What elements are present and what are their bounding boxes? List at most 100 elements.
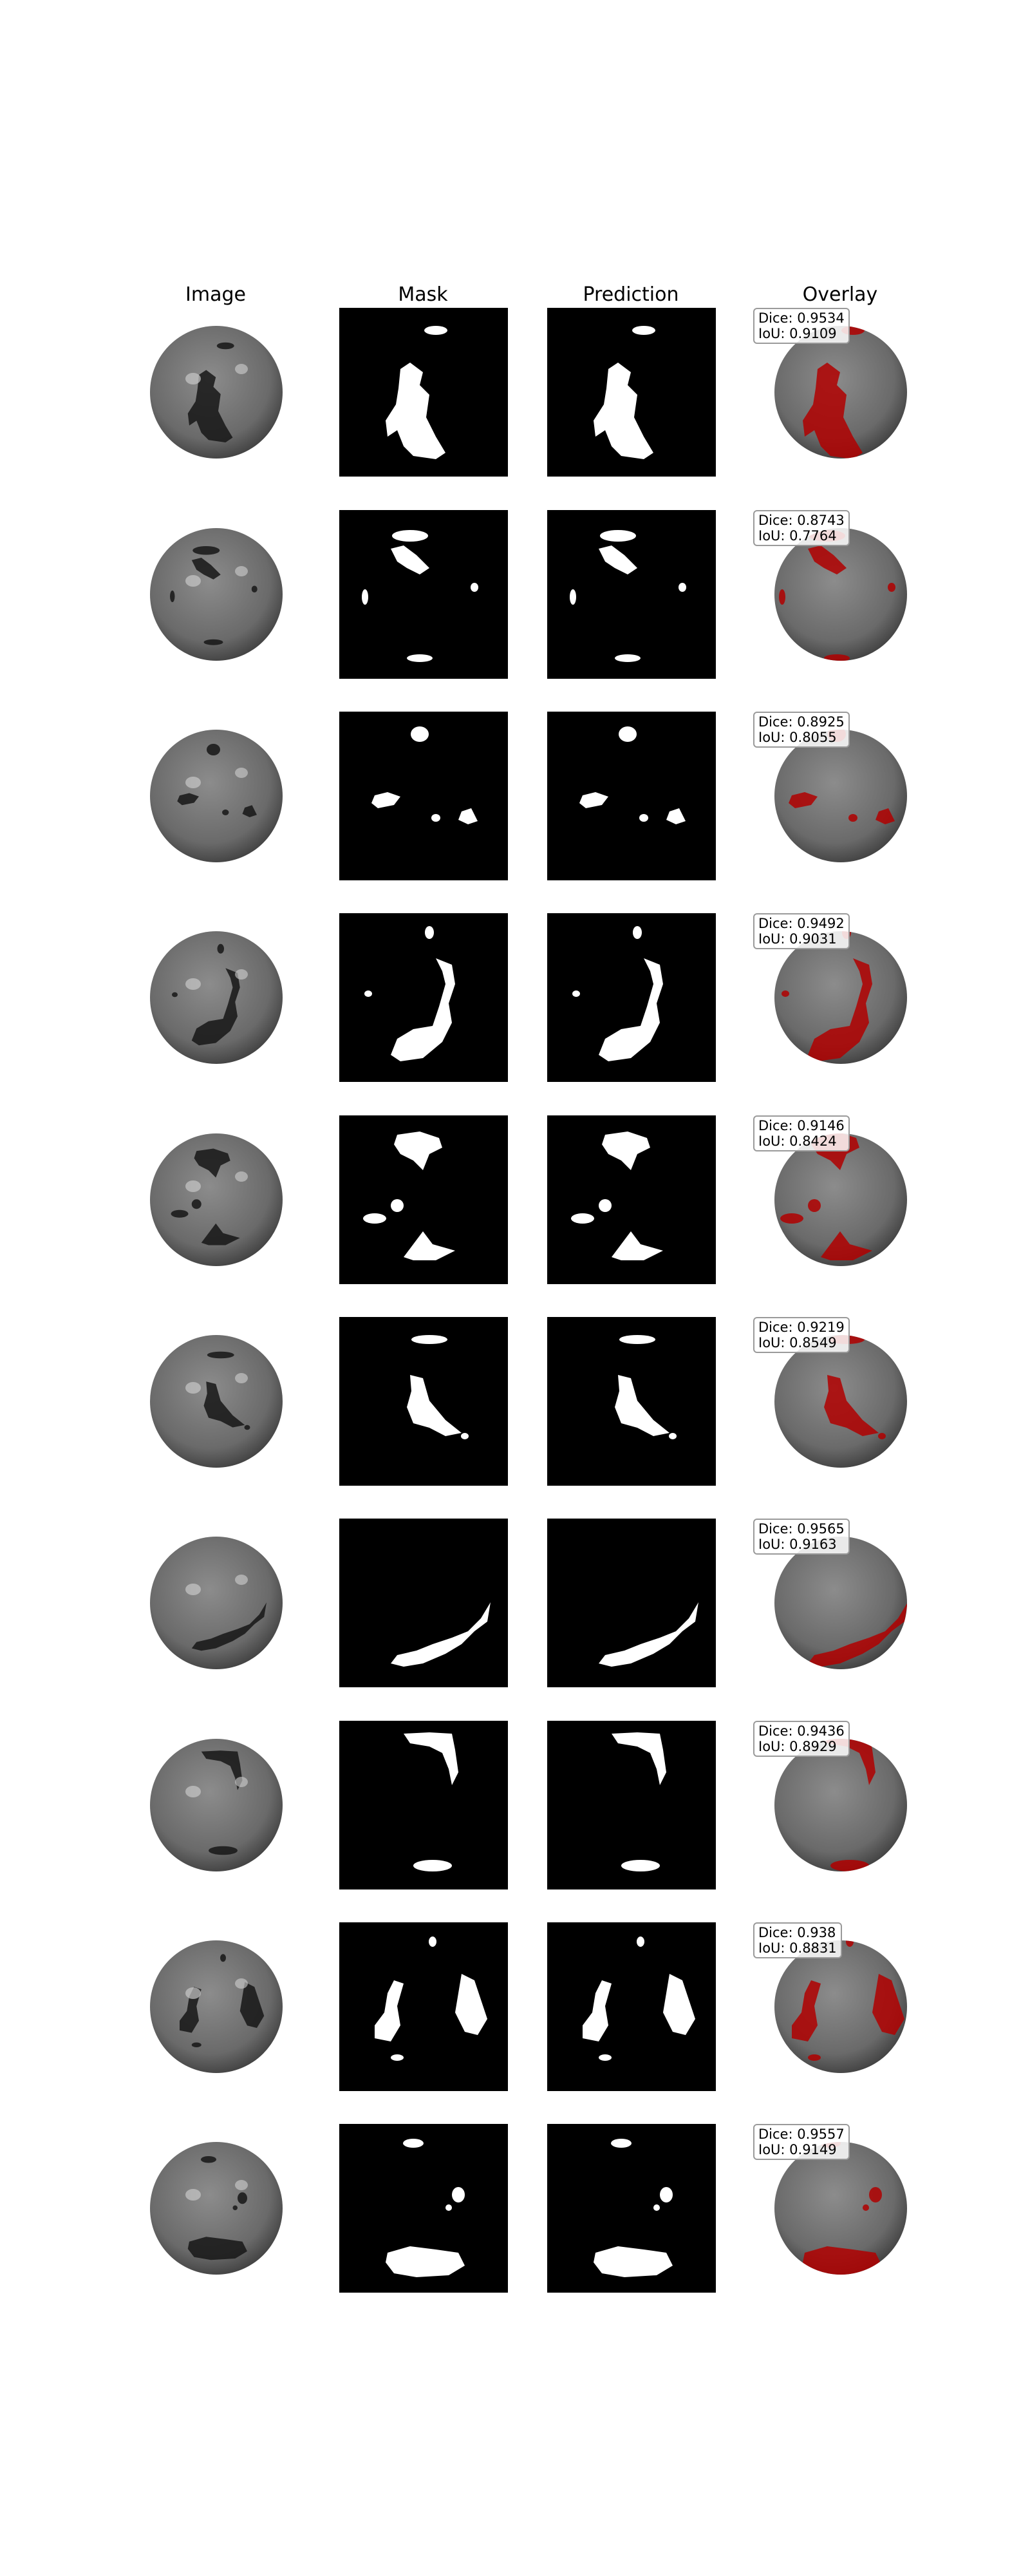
iou-score: IoU: 0.8424 — [758, 1133, 837, 1149]
predicted-mask — [547, 1721, 716, 1889]
metrics-box: Dice: 0.938 IoU: 0.8831 — [753, 1922, 842, 1958]
ground-truth-mask — [339, 1519, 508, 1687]
iou-score: IoU: 0.8055 — [758, 730, 837, 745]
dice-score: Dice: 0.9436 — [758, 1723, 845, 1739]
solar-disk-image — [150, 528, 283, 661]
iou-score: IoU: 0.7764 — [758, 528, 837, 544]
input-image-panel — [132, 308, 301, 477]
ground-truth-mask — [339, 1721, 508, 1889]
dice-score: Dice: 0.9146 — [758, 1118, 845, 1133]
solar-disk-image — [150, 2142, 283, 2275]
dice-score: Dice: 0.9219 — [758, 1320, 845, 1335]
overlay-panel — [756, 1721, 925, 1889]
iou-score: IoU: 0.8929 — [758, 1739, 837, 1754]
mask-panel — [339, 712, 508, 880]
sample-row: Dice: 0.9534 IoU: 0.9109 — [0, 308, 1030, 477]
column-header-mask: Mask — [398, 283, 448, 306]
dice-score: Dice: 0.9534 — [758, 310, 845, 326]
sample-row: Dice: 0.9146 IoU: 0.8424 — [0, 1115, 1030, 1284]
column-header-prediction: Prediction — [583, 283, 679, 306]
mask-panel — [339, 1519, 508, 1687]
prediction-panel — [547, 1519, 716, 1687]
solar-disk-image — [150, 1133, 283, 1266]
solar-disk-image — [150, 1335, 283, 1468]
predicted-mask — [547, 308, 716, 477]
dice-score: Dice: 0.9492 — [758, 916, 845, 931]
mask-panel — [339, 510, 508, 679]
dice-score: Dice: 0.938 — [758, 1925, 836, 1940]
overlay-image — [774, 1537, 907, 1669]
ground-truth-mask — [339, 2124, 508, 2293]
sample-row: Dice: 0.9436 IoU: 0.8929 — [0, 1721, 1030, 1889]
overlay-image — [774, 1739, 907, 1871]
sample-row: Dice: 0.8743 IoU: 0.7764 — [0, 510, 1030, 679]
metrics-box: Dice: 0.9534 IoU: 0.9109 — [753, 308, 850, 344]
predicted-mask — [547, 1519, 716, 1687]
column-header-overlay: Overlay — [802, 283, 878, 306]
prediction-panel — [547, 308, 716, 477]
solar-disk-image — [150, 326, 283, 459]
mask-panel — [339, 308, 508, 477]
metrics-box: Dice: 0.9219 IoU: 0.8549 — [753, 1317, 850, 1353]
metrics-box: Dice: 0.8925 IoU: 0.8055 — [753, 712, 850, 748]
input-image-panel — [132, 1317, 301, 1486]
predicted-mask — [547, 510, 716, 679]
input-image-panel — [132, 913, 301, 1082]
overlay-image — [774, 528, 907, 661]
solar-disk-image — [150, 931, 283, 1064]
input-image-panel — [132, 1922, 301, 2091]
dice-score: Dice: 0.8743 — [758, 513, 845, 528]
solar-disk-image — [150, 1537, 283, 1669]
sample-row: Dice: 0.8925 IoU: 0.8055 — [0, 712, 1030, 880]
overlay-panel — [756, 1519, 925, 1687]
sample-row: Dice: 0.9492 IoU: 0.9031 — [0, 913, 1030, 1082]
prediction-panel — [547, 712, 716, 880]
overlay-image — [774, 2142, 907, 2275]
column-header-image: Image — [185, 283, 246, 306]
overlay-panel — [756, 2124, 925, 2293]
mask-panel — [339, 1721, 508, 1889]
prediction-panel — [547, 1922, 716, 2091]
predicted-mask — [547, 2124, 716, 2293]
sample-row: Dice: 0.9565 IoU: 0.9163 — [0, 1519, 1030, 1687]
metrics-box: Dice: 0.9565 IoU: 0.9163 — [753, 1519, 850, 1555]
predicted-mask — [547, 1922, 716, 2091]
sample-row: Dice: 0.9557 IoU: 0.9149 — [0, 2124, 1030, 2293]
input-image-panel — [132, 510, 301, 679]
overlay-panel — [756, 510, 925, 679]
mask-panel — [339, 913, 508, 1082]
metrics-box: Dice: 0.9492 IoU: 0.9031 — [753, 913, 850, 949]
overlay-image — [774, 1940, 907, 2073]
ground-truth-mask — [339, 510, 508, 679]
iou-score: IoU: 0.9149 — [758, 2142, 837, 2157]
mask-panel — [339, 1115, 508, 1284]
ground-truth-mask — [339, 1317, 508, 1486]
iou-score: IoU: 0.9031 — [758, 931, 837, 947]
prediction-panel — [547, 1115, 716, 1284]
iou-score: IoU: 0.9109 — [758, 326, 837, 341]
ground-truth-mask — [339, 1115, 508, 1284]
ground-truth-mask — [339, 913, 508, 1082]
metrics-box: Dice: 0.9557 IoU: 0.9149 — [753, 2124, 850, 2160]
solar-disk-image — [150, 1739, 283, 1871]
input-image-panel — [132, 1519, 301, 1687]
metrics-box: Dice: 0.9436 IoU: 0.8929 — [753, 1721, 850, 1757]
sample-row: Dice: 0.9219 IoU: 0.8549 — [0, 1317, 1030, 1486]
metrics-box: Dice: 0.9146 IoU: 0.8424 — [753, 1115, 850, 1151]
ground-truth-mask — [339, 308, 508, 477]
iou-score: IoU: 0.9163 — [758, 1537, 837, 1552]
overlay-panel — [756, 1922, 925, 2091]
ground-truth-mask — [339, 712, 508, 880]
predicted-mask — [547, 1115, 716, 1284]
mask-panel — [339, 1317, 508, 1486]
mask-panel — [339, 1922, 508, 2091]
prediction-panel — [547, 2124, 716, 2293]
prediction-panel — [547, 1317, 716, 1486]
predicted-mask — [547, 1317, 716, 1486]
mask-panel — [339, 2124, 508, 2293]
prediction-panel — [547, 510, 716, 679]
sample-row: Dice: 0.938 IoU: 0.8831 — [0, 1922, 1030, 2091]
input-image-panel — [132, 2124, 301, 2293]
input-image-panel — [132, 1721, 301, 1889]
